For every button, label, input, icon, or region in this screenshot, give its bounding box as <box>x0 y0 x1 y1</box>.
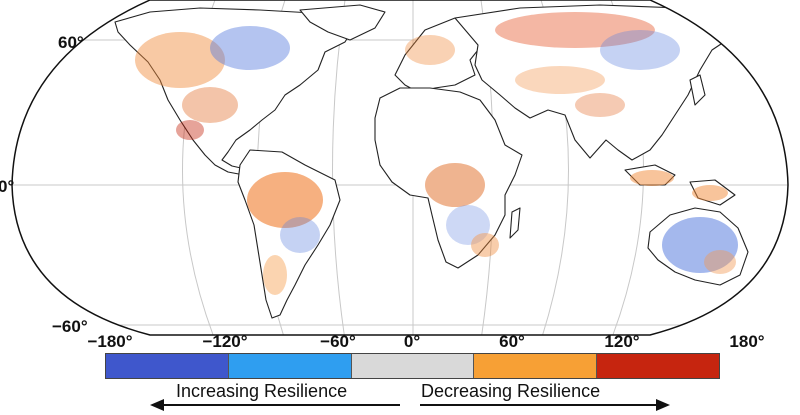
latitude-label-60n: 60° <box>58 33 84 52</box>
scale-tick-0: 0° <box>403 332 421 351</box>
scale-tick-neg180: −180° <box>87 332 133 351</box>
latitude-label-60s: −60° <box>52 317 88 336</box>
left-arrow-icon <box>150 399 400 411</box>
color-bin-strong-increase <box>106 354 228 378</box>
color-bin-neutral <box>350 354 474 378</box>
scale-tick-180: 180° <box>729 332 765 351</box>
color-bin-strong-decrease <box>596 354 719 378</box>
decreasing-resilience-label: Decreasing Resilience <box>421 381 601 401</box>
scale-tick-60: 60° <box>499 332 525 351</box>
color-bin-decrease <box>473 354 597 378</box>
scale-tick-neg60: −60° <box>320 332 356 351</box>
globe-outline <box>11 0 789 336</box>
madagascar <box>509 207 521 239</box>
scale-tick-120: 120° <box>604 332 640 351</box>
scale-tick-neg120: −120° <box>202 332 248 351</box>
japan <box>689 74 706 106</box>
australia <box>647 207 749 286</box>
color-bin-increase <box>227 354 351 378</box>
legend-arrows <box>150 399 670 411</box>
color-scale-bar <box>105 353 720 379</box>
greenland <box>299 4 386 41</box>
right-arrow-icon <box>420 399 670 411</box>
increasing-resilience-label: Increasing Resilience <box>176 381 348 401</box>
latitude-label-equator: 0° <box>0 177 15 196</box>
resilience-change-pixels <box>135 12 738 295</box>
